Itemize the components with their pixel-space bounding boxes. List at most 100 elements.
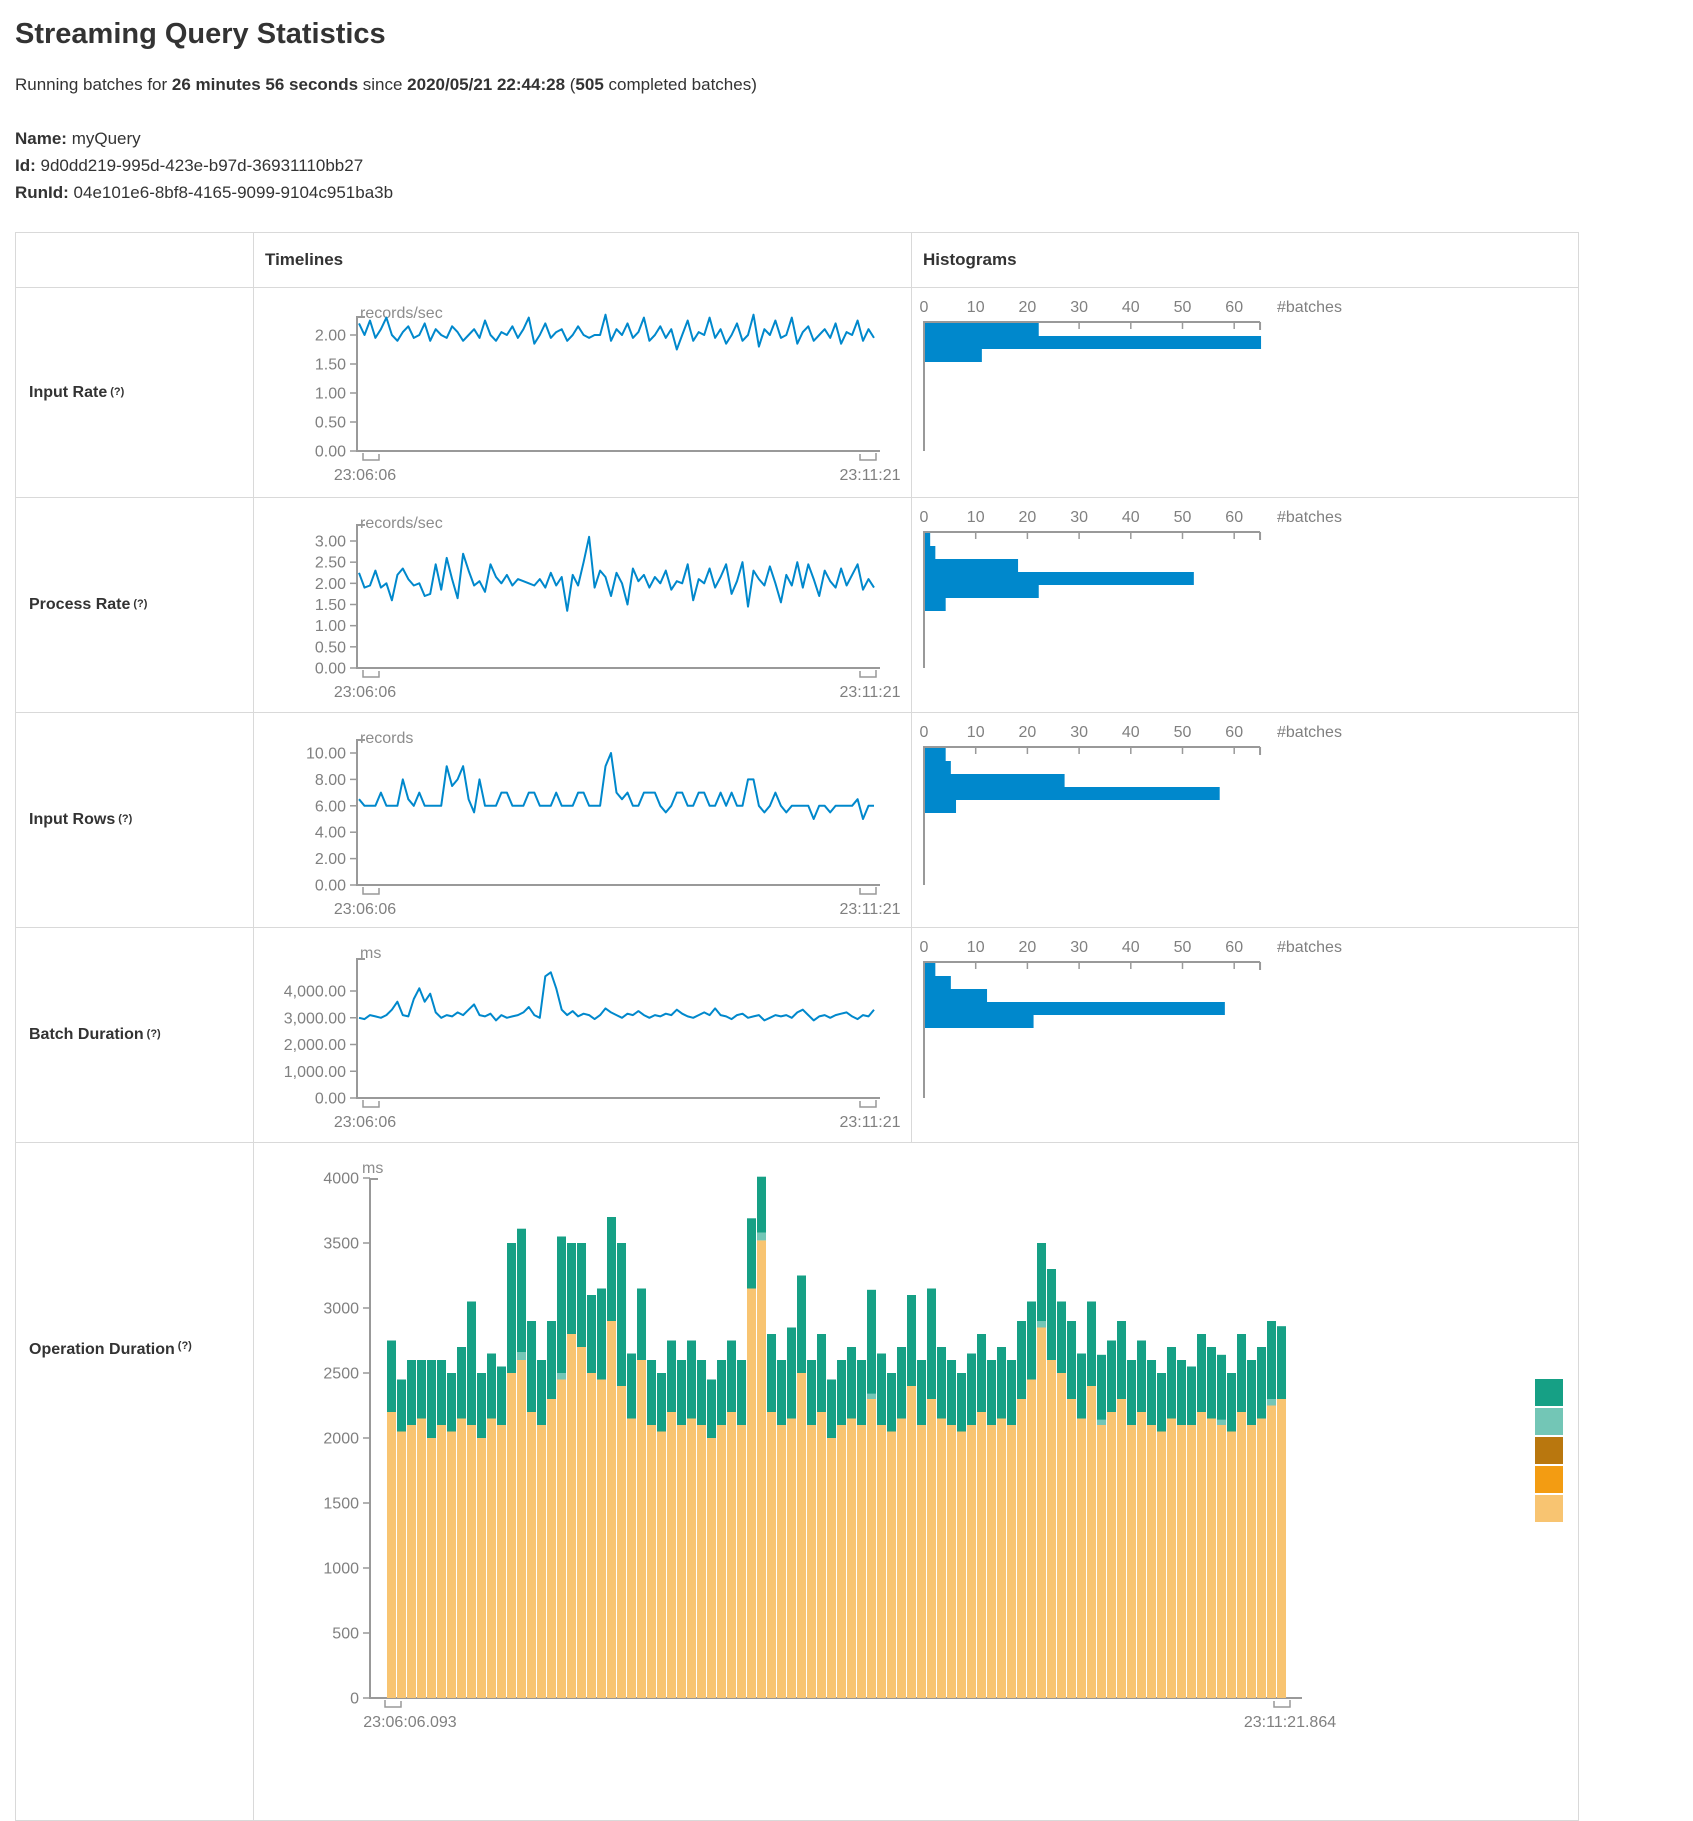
summary-text: ( <box>565 75 576 94</box>
svg-text:#batches: #batches <box>1277 299 1342 316</box>
row-input-rows: Input Rows (?) records 0.00 2.00 4.00 6.00 8.… <box>16 712 1578 927</box>
meta-runid: RunId: 04e101e6-8bf8-4165-9099-9104c951b… <box>15 179 1678 206</box>
svg-text:1.50: 1.50 <box>315 597 346 614</box>
svg-text:8.00: 8.00 <box>315 772 346 789</box>
row-label-text: Process Rate <box>29 596 131 613</box>
svg-text:10: 10 <box>967 299 985 316</box>
svg-text:4.00: 4.00 <box>315 825 346 842</box>
svg-text:1.00: 1.00 <box>315 386 346 403</box>
input-rows-histogram-chart: 0 10 20 30 40 50 60 #batches <box>920 724 1342 885</box>
svg-text:0: 0 <box>920 509 929 526</box>
svg-text:20: 20 <box>1019 939 1037 956</box>
batch-duration-label: Batch Duration (?) <box>16 928 253 1142</box>
svg-text:records: records <box>360 730 413 747</box>
svg-text:#batches: #batches <box>1277 724 1342 741</box>
operation-duration-chart-cell: ms 0 500 1000 1500 2000 2500 3000 3500 4000 23:06:… <box>253 1143 1576 1820</box>
svg-text:0.50: 0.50 <box>315 639 346 656</box>
input-rows-histogram-cell: 0 10 20 30 40 50 60 #batches <box>911 713 1576 927</box>
svg-text:23:11:21: 23:11:21 <box>839 901 900 918</box>
svg-text:10: 10 <box>967 939 985 956</box>
help-icon[interactable]: (?) <box>118 813 133 825</box>
row-input-rate: Input Rate (?) records/sec 0.00 0.50 1.00 1.… <box>16 287 1578 497</box>
svg-text:0: 0 <box>920 724 929 741</box>
row-operation-duration: Operation Duration (?) ms 0 500 1000 1500 200… <box>16 1142 1578 1820</box>
svg-text:1.00: 1.00 <box>315 618 346 635</box>
meta-name-label: Name: <box>15 129 67 148</box>
input-rate-histogram-cell: 0 10 20 30 40 50 60 #batches <box>911 288 1576 497</box>
svg-text:0.50: 0.50 <box>315 415 346 432</box>
legend-swatch-4 <box>1535 1466 1563 1493</box>
svg-text:10: 10 <box>967 509 985 526</box>
svg-text:2,000.00: 2,000.00 <box>284 1037 346 1054</box>
svg-text:23:06:06: 23:06:06 <box>334 901 396 918</box>
svg-text:1.50: 1.50 <box>315 357 346 374</box>
summary-value: 2020/05/21 22:44:28 <box>407 75 566 94</box>
meta-id-label: Id: <box>15 156 36 175</box>
svg-text:0.00: 0.00 <box>315 1091 346 1108</box>
legend-swatch-2 <box>1535 1408 1563 1435</box>
svg-text:0.00: 0.00 <box>315 444 346 461</box>
svg-text:30: 30 <box>1070 724 1088 741</box>
legend-swatch-1 <box>1535 1379 1563 1406</box>
running-batches-summary: Running batches for 26 minutes 56 second… <box>15 75 1678 95</box>
svg-text:30: 30 <box>1070 939 1088 956</box>
svg-text:0.00: 0.00 <box>315 661 346 678</box>
query-metadata: Name: myQuery Id: 9d0dd219-995d-423e-b97d… <box>15 125 1678 206</box>
process-rate-histogram-chart: 0 10 20 30 40 50 60 #batches <box>920 509 1342 668</box>
legend-swatch-5 <box>1535 1495 1563 1522</box>
svg-text:0.00: 0.00 <box>315 878 346 895</box>
svg-text:2500: 2500 <box>323 1366 359 1383</box>
svg-text:4,000.00: 4,000.00 <box>284 984 346 1001</box>
svg-text:23:06:06: 23:06:06 <box>334 1114 396 1131</box>
svg-text:500: 500 <box>332 1626 359 1643</box>
row-process-rate: Process Rate (?) records/sec 0.00 0.50 1.00… <box>16 497 1578 712</box>
svg-text:3000: 3000 <box>323 1301 359 1318</box>
svg-text:records/sec: records/sec <box>360 305 443 322</box>
legend-swatch-3 <box>1535 1437 1563 1464</box>
meta-name: Name: myQuery <box>15 125 1678 152</box>
help-icon[interactable]: (?) <box>133 598 148 610</box>
svg-text:23:06:06: 23:06:06 <box>334 467 396 484</box>
input-rows-label: Input Rows (?) <box>16 713 253 927</box>
svg-text:10: 10 <box>967 724 985 741</box>
summary-value: 26 minutes 56 seconds <box>171 75 359 94</box>
svg-text:20: 20 <box>1019 299 1037 316</box>
batch-duration-histogram-cell: 0 10 20 30 40 50 60 #batches <box>911 928 1576 1142</box>
svg-text:50: 50 <box>1174 939 1192 956</box>
batch-duration-timeline-chart: ms 0.00 1,000.00 2,000.00 3,000.00 4,000.00 23… <box>284 945 901 1131</box>
process-rate-timeline-chart: records/sec 0.00 0.50 1.00 1.50 2.00 2.50 3.00 2… <box>315 515 901 701</box>
svg-text:3.00: 3.00 <box>315 534 346 551</box>
timelines-header: Timelines <box>253 233 911 287</box>
svg-text:ms: ms <box>362 1160 383 1177</box>
svg-text:23:11:21.864: 23:11:21.864 <box>1244 1714 1336 1731</box>
svg-text:23:06:06.093: 23:06:06.093 <box>363 1714 457 1731</box>
svg-text:#batches: #batches <box>1277 509 1342 526</box>
svg-text:60: 60 <box>1225 939 1243 956</box>
svg-text:60: 60 <box>1225 509 1243 526</box>
svg-text:50: 50 <box>1174 509 1192 526</box>
summary-value: 505 <box>575 75 604 94</box>
meta-id-value: 9d0dd219-995d-423e-b97d-36931110bb27 <box>35 156 364 175</box>
svg-text:#batches: #batches <box>1277 939 1342 956</box>
summary-text: since <box>358 75 408 94</box>
svg-text:23:11:21: 23:11:21 <box>839 1114 900 1131</box>
process-rate-histogram-cell: 0 10 20 30 40 50 60 #batches <box>911 498 1576 712</box>
svg-text:0: 0 <box>920 299 929 316</box>
svg-text:23:06:06: 23:06:06 <box>334 684 396 701</box>
row-batch-duration: Batch Duration (?) ms 0.00 1,000.00 2,000.0… <box>16 927 1578 1142</box>
help-icon[interactable]: (?) <box>146 1028 161 1040</box>
batch-duration-histogram-chart: 0 10 20 30 40 50 60 #batches <box>920 939 1342 1098</box>
svg-text:60: 60 <box>1225 724 1243 741</box>
operation-duration-legend <box>1535 1379 1565 1524</box>
svg-text:0: 0 <box>920 939 929 956</box>
process-rate-timeline-cell: records/sec 0.00 0.50 1.00 1.50 2.00 2.50 3.00 2… <box>253 498 911 712</box>
svg-text:2.00: 2.00 <box>315 576 346 593</box>
row-label-text: Batch Duration <box>29 1026 144 1043</box>
help-icon[interactable]: (?) <box>177 1340 192 1352</box>
svg-text:2.00: 2.00 <box>315 328 346 345</box>
help-icon[interactable]: (?) <box>110 385 125 398</box>
process-rate-label: Process Rate (?) <box>16 498 253 712</box>
row-label-text: Operation Duration <box>29 1341 175 1358</box>
svg-text:40: 40 <box>1122 939 1140 956</box>
input-rate-label: Input Rate (?) <box>16 288 253 497</box>
